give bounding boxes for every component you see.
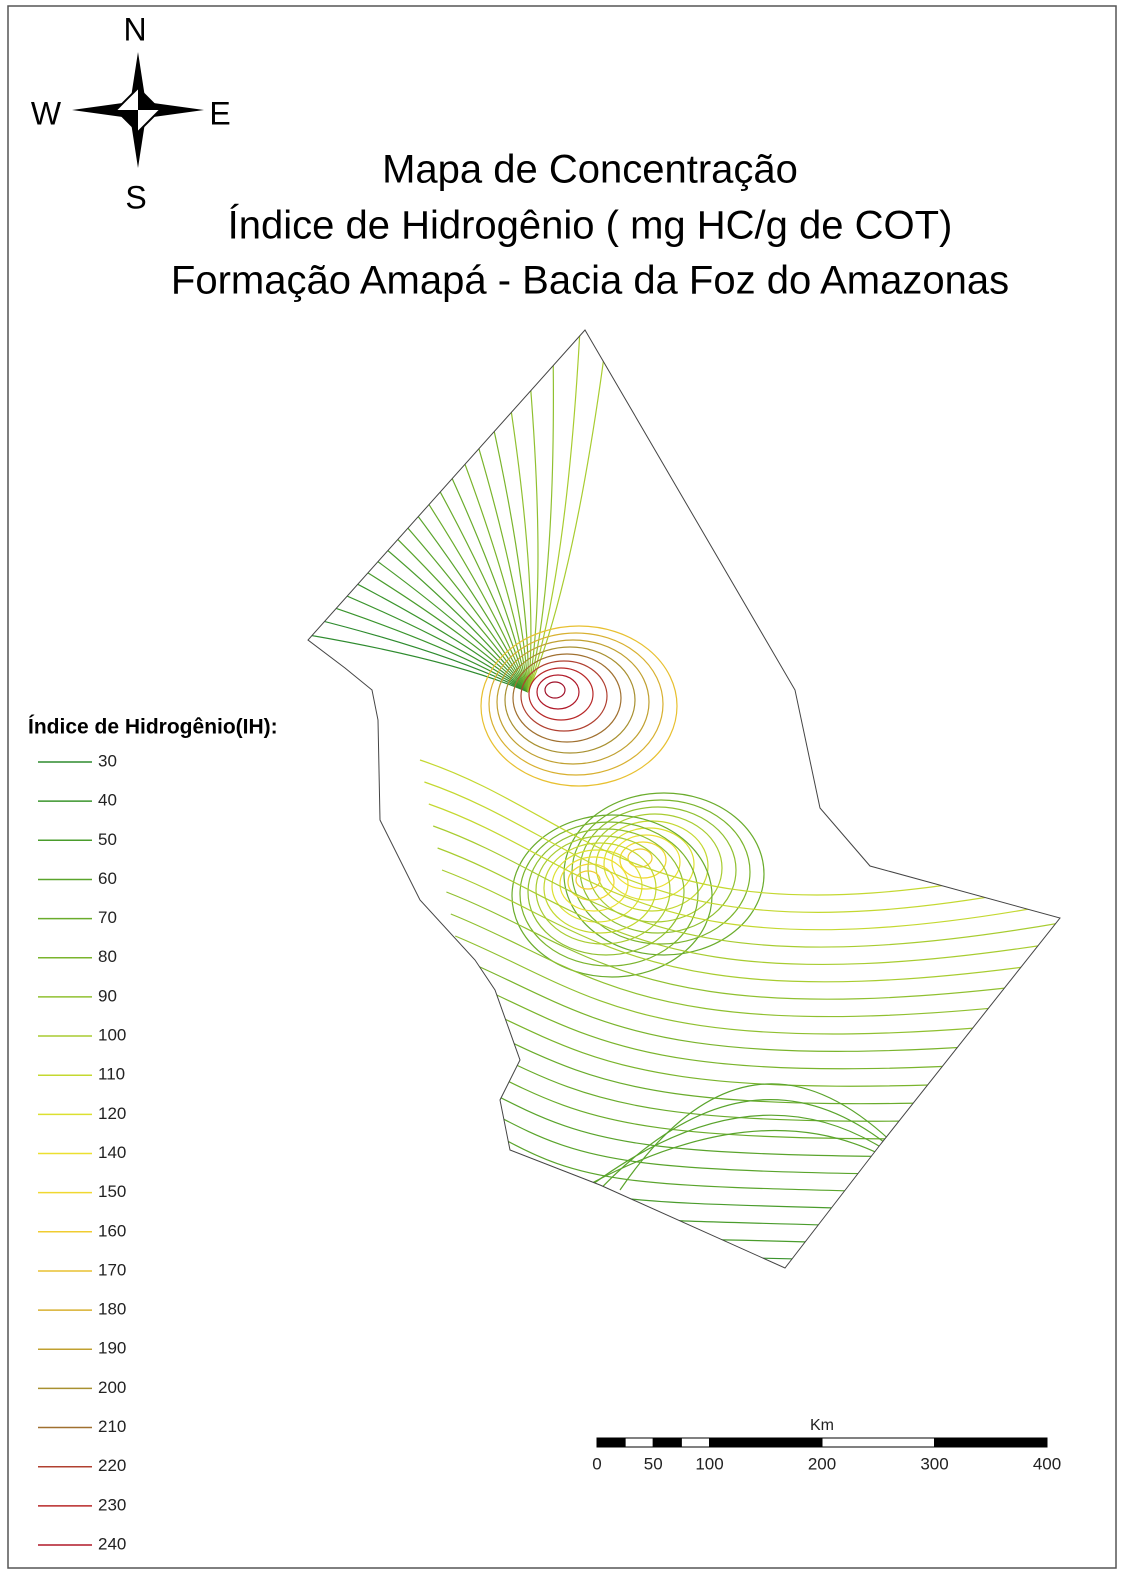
contour: [543, 842, 657, 934]
legend-label: 70: [98, 908, 117, 927]
basin-outline: [307, 329, 1061, 1269]
contour: [544, 681, 566, 699]
scale-segment: [624, 1437, 654, 1448]
contour: [463, 979, 1060, 1070]
contour: [308, 530, 529, 693]
contour: [559, 1114, 901, 1211]
contour: [446, 891, 1060, 1000]
legend-label: 60: [98, 869, 117, 888]
scale-tick-label: 200: [808, 1454, 836, 1473]
scale-tick-label: 300: [920, 1454, 948, 1473]
contour: [437, 847, 1060, 966]
contour: [308, 581, 529, 693]
map-title: Mapa de Concentração: [382, 148, 798, 192]
contour: [428, 803, 1060, 931]
contour: [527, 330, 554, 693]
contour: [430, 330, 532, 693]
contour: [589, 1099, 901, 1201]
contour: [528, 667, 594, 721]
scale-tick-label: 0: [592, 1454, 601, 1473]
contour: [488, 632, 664, 776]
legend-label: 210: [98, 1417, 126, 1436]
scale-segment: [709, 1437, 823, 1448]
legend-label: 30: [98, 751, 117, 770]
legend-label: 200: [98, 1378, 126, 1397]
scale-segment: [821, 1437, 935, 1448]
contour: [567, 863, 615, 901]
contour: [536, 674, 580, 710]
contour: [480, 625, 678, 787]
contour: [504, 646, 636, 754]
compass-east: E: [209, 95, 230, 131]
contour: [611, 834, 681, 890]
page-frame: [7, 5, 1117, 1569]
contour: [512, 653, 622, 743]
contour: [595, 820, 709, 912]
legend-label: 190: [98, 1339, 126, 1358]
contour: [527, 828, 685, 956]
legend-label: 160: [98, 1221, 126, 1240]
legend-label: 150: [98, 1182, 126, 1201]
scale-tick-label: 400: [1033, 1454, 1061, 1473]
legend-label: 50: [98, 830, 117, 849]
contour: [441, 869, 1060, 983]
legend-title: Índice de Hidrogênio(IH):: [28, 716, 278, 739]
contour: [454, 935, 1060, 1035]
contour: [450, 913, 1060, 1018]
contour: [559, 856, 629, 912]
contour: [308, 479, 529, 693]
contour: [575, 870, 601, 890]
legend-label: 220: [98, 1456, 126, 1475]
contour: [424, 781, 1060, 913]
legend-label: 230: [98, 1495, 126, 1514]
contour: [587, 813, 723, 923]
contour: [419, 759, 1060, 896]
compass-north: N: [123, 11, 146, 47]
contour: [432, 825, 1060, 948]
scale-bar: 0 50 100 200 300 400 Km: [592, 1417, 1061, 1473]
legend-label: 170: [98, 1260, 126, 1279]
map-title: Formação Amapá - Bacia da Foz do Amazona…: [171, 259, 1009, 303]
map-title: Índice de Hidrogênio ( mg HC/g de COT): [228, 203, 953, 248]
legend-label: 180: [98, 1300, 126, 1319]
legend-label: 90: [98, 986, 117, 1005]
contour: [603, 827, 695, 901]
legend-label: 140: [98, 1143, 126, 1162]
legend-label: 120: [98, 1104, 126, 1123]
scale-segment: [596, 1437, 626, 1448]
scale-segment: [680, 1437, 710, 1448]
scale-tick-label: 100: [695, 1454, 723, 1473]
contour: [551, 849, 643, 923]
scale-tick-label: 50: [644, 1454, 663, 1473]
contour: [520, 660, 608, 732]
compass-south: S: [125, 179, 146, 215]
compass-rose: [72, 52, 204, 168]
compass-west: W: [31, 95, 62, 131]
contour: [308, 382, 529, 693]
contour: [527, 330, 642, 693]
contour: [468, 1001, 1060, 1087]
legend-label: 100: [98, 1026, 126, 1045]
legend-label: 110: [98, 1065, 125, 1084]
scale-segment: [652, 1437, 682, 1448]
contour: [579, 806, 737, 934]
contour: [459, 957, 1060, 1052]
scale-unit: Km: [810, 1417, 834, 1434]
contour: [308, 430, 529, 693]
contour: [563, 792, 765, 956]
contour: [511, 814, 713, 978]
legend-label: 80: [98, 947, 117, 966]
legend: 30 40 50 60 70 80 90 100 110 120 140 150 160 170 180 19…: [38, 751, 126, 1577]
legend-label: 240: [98, 1534, 126, 1553]
contour: [527, 330, 589, 693]
contour: [619, 841, 667, 879]
contour: [496, 639, 650, 765]
scale-segment: [934, 1437, 1048, 1448]
legend-label: 40: [98, 791, 117, 810]
contour: [627, 848, 653, 868]
